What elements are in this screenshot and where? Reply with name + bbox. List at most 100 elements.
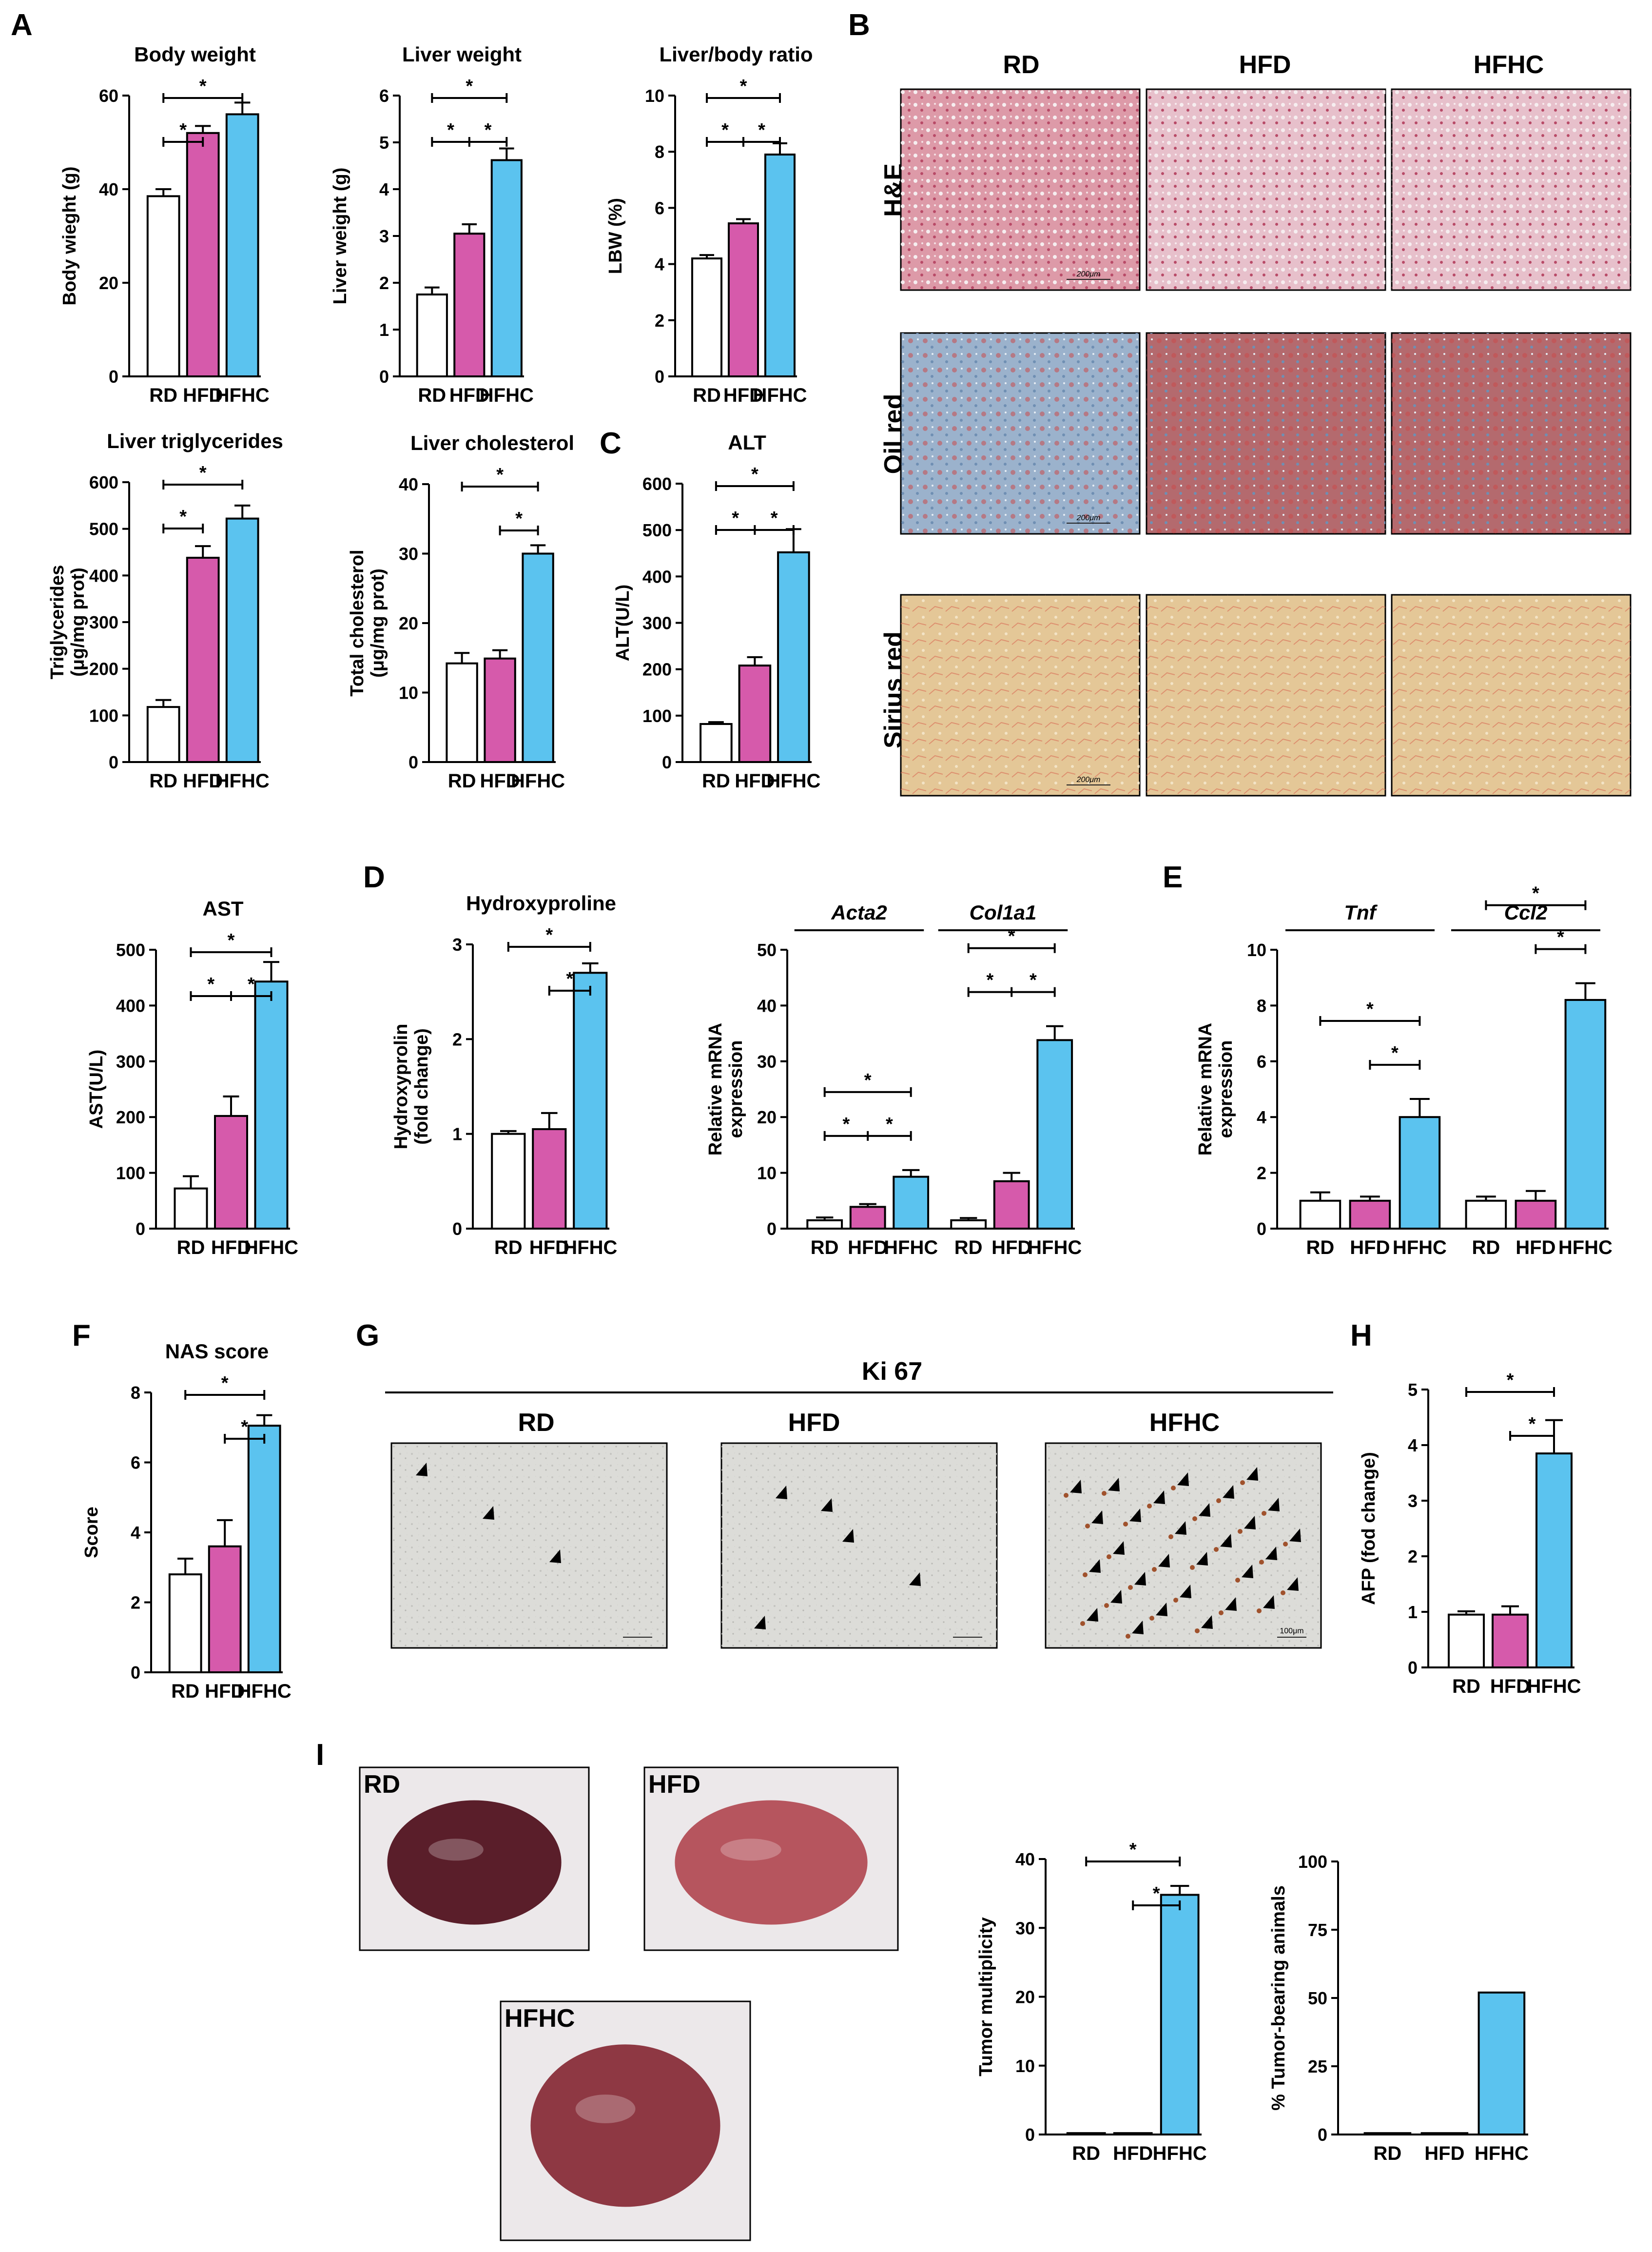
- liver-shape: [530, 2044, 720, 2207]
- ki67-panel: Ki 67 RD HFD HFHC 100μm: [385, 1357, 1333, 1649]
- ki67-arrow-marker: [1180, 1585, 1191, 1598]
- y-tick-label: 40: [757, 996, 777, 1016]
- ki67-arrow-marker: [1242, 1565, 1253, 1578]
- ki67-positive-nucleus: [1064, 1493, 1069, 1498]
- bar-hfhc: [490, 159, 523, 377]
- scale-bar-label: 200μm: [1076, 514, 1101, 522]
- sig-star: *: [1008, 926, 1015, 947]
- y-tick-label: 8: [1257, 996, 1266, 1016]
- bar-rd: [1363, 2132, 1412, 2136]
- ki67-arrow-marker: [1201, 1615, 1213, 1629]
- ki67-arrow-marker: [1089, 1559, 1101, 1573]
- x-tick-label: RD: [149, 770, 177, 792]
- y-tick-label: 500: [89, 519, 118, 539]
- y-tick-label: 0: [131, 1663, 140, 1683]
- y-tick-label: 400: [642, 567, 672, 587]
- y-tick-label: 10: [757, 1163, 777, 1183]
- bar-hfhc: [225, 113, 259, 377]
- ki67-positive-nucleus: [1283, 1542, 1288, 1547]
- ki67-arrow-marker: [842, 1529, 854, 1543]
- chart-title: Liver cholesterol: [410, 431, 574, 454]
- x-tick-label: RD: [1306, 1237, 1335, 1258]
- group-label: Tnf: [1344, 901, 1378, 924]
- ki67-positive-nucleus: [1240, 1480, 1245, 1485]
- ki67-positive-nucleus: [1281, 1590, 1285, 1595]
- bar-rd: [1299, 1199, 1341, 1230]
- sig-star: *: [1507, 1370, 1514, 1390]
- sig-star: *: [1030, 970, 1037, 991]
- y-axis-label: Relative mRNA: [705, 1023, 726, 1155]
- ki67-arrow-marker: [1246, 1467, 1258, 1481]
- y-tick-label: 6: [131, 1453, 140, 1473]
- y-tick-label: 6: [1257, 1052, 1266, 1072]
- x-tick-label: RD: [418, 385, 446, 406]
- y-axis-label: Tumor multiplicity: [976, 1917, 996, 2076]
- histology-texture: [1392, 595, 1631, 796]
- sig-star: *: [179, 507, 187, 527]
- y-tick-label: 300: [642, 613, 672, 633]
- ki67-col-hfhc: HFHC: [1149, 1409, 1220, 1437]
- x-tick-label: HFHC: [237, 1681, 292, 1702]
- ki67-texture: [721, 1443, 997, 1648]
- x-tick-label: HFHC: [1475, 2143, 1529, 2164]
- x-tick-label: HFHC: [1153, 2143, 1207, 2164]
- y-tick-label: 75: [1308, 1920, 1327, 1940]
- y-tick-label: 0: [1408, 1658, 1418, 1678]
- x-tick-label: RD: [954, 1237, 983, 1258]
- y-tick-label: 5: [1408, 1380, 1418, 1400]
- y-tick-label: 2: [1257, 1163, 1266, 1183]
- bar-hfd: [186, 132, 220, 377]
- y-tick-label: 30: [399, 544, 418, 564]
- group-label: Col1a1: [970, 901, 1037, 924]
- chart-bw: 0 20 40 60 Body wieght (g) Body weight RD HFDHF…: [59, 43, 270, 406]
- ki67-arrow-marker: [1087, 1608, 1098, 1622]
- ki67-arrow-marker: [1070, 1480, 1082, 1493]
- bar-rd: [416, 294, 448, 377]
- chart-hyp: 0 1 2 3 Hydroxyprolin (fold change) Hydroxypro…: [391, 892, 617, 1258]
- bar-hfd: [532, 1128, 567, 1230]
- ki67-arrow-marker: [776, 1486, 787, 1499]
- ki67-positive-nucleus: [1173, 1598, 1178, 1603]
- y-tick-label: 10: [645, 86, 664, 106]
- x-tick-label: HFD: [480, 770, 520, 792]
- x-tick-label: RD: [1472, 1237, 1500, 1258]
- histology-texture: [901, 333, 1140, 534]
- bar-rd: [1066, 2132, 1106, 2135]
- y-tick-label: 60: [99, 86, 118, 106]
- liver-photo-label: HFD: [648, 1770, 700, 1799]
- chart-title: Liver/body ratio: [659, 43, 813, 66]
- y-axis-label: Triglycerides: [47, 565, 68, 679]
- ki67-arrow-marker: [549, 1549, 561, 1563]
- ki67-title: Ki 67: [862, 1357, 922, 1386]
- sig-star: *: [740, 76, 747, 97]
- y-tick-label: 300: [89, 612, 118, 632]
- chart-title: ALT: [728, 431, 766, 454]
- ki67-positive-nucleus: [1107, 1554, 1111, 1559]
- x-tick-label: HFHC: [244, 1237, 298, 1258]
- sig-star: *: [447, 120, 454, 140]
- y-axis-label: (μg/mg prot): [368, 568, 388, 678]
- chart-title: AST: [203, 897, 244, 920]
- y-tick-label: 4: [1257, 1107, 1266, 1127]
- x-tick-label: HFD: [1350, 1237, 1390, 1258]
- y-tick-label: 40: [399, 474, 418, 494]
- chart-lw: 0 1 2 3 4 5 6 Liver weight (g) Liver weight RD HFD…: [330, 43, 534, 406]
- panel-label-a: A: [11, 8, 33, 42]
- chart-tb: 0 25 50 75 100 % Tumor-bearing animals RD HFD HF…: [1268, 1852, 1529, 2164]
- y-tick-label: 20: [99, 273, 118, 293]
- bar-hfd: [993, 1180, 1030, 1230]
- bar-hfd: [214, 1115, 248, 1230]
- x-tick-label: HFHC: [1393, 1237, 1447, 1258]
- y-axis-label: AST(U/L): [86, 1050, 107, 1129]
- ki67-positive-nucleus: [1235, 1578, 1240, 1583]
- sig-star: *: [207, 974, 214, 995]
- ki67-arrow-marker: [821, 1498, 833, 1512]
- liver-shape: [675, 1800, 868, 1925]
- x-tick-label: RD: [693, 385, 721, 406]
- x-tick-label: HFHC: [753, 385, 807, 406]
- y-tick-label: 8: [655, 142, 664, 162]
- y-axis-label: (fold change): [411, 1028, 432, 1145]
